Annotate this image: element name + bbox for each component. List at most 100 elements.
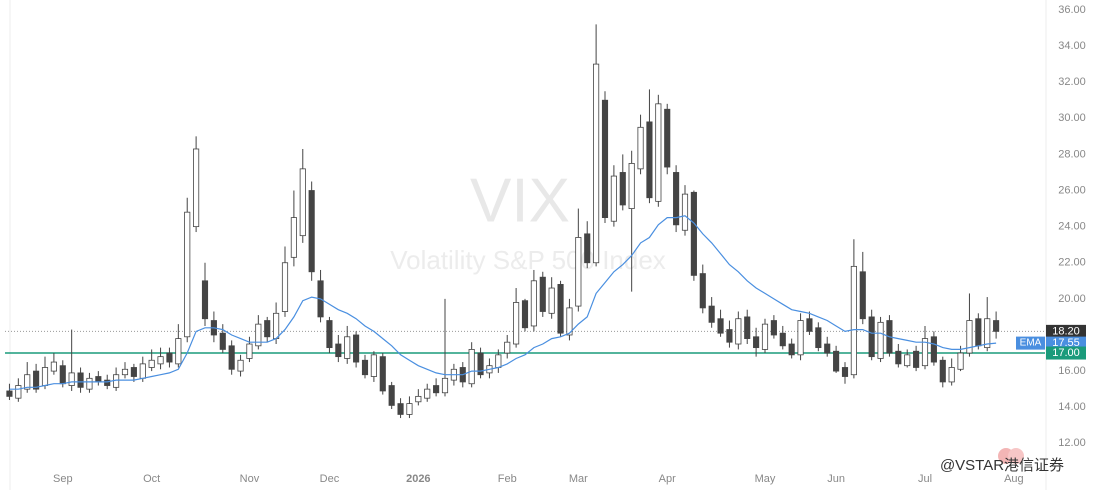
candle-body xyxy=(139,363,146,379)
candle-body xyxy=(157,356,164,365)
y-tick-label: 12.00 xyxy=(1058,437,1086,449)
x-tick-label: May xyxy=(755,473,776,485)
candle-body xyxy=(699,273,706,309)
candle-body xyxy=(966,320,973,354)
x-tick-label: Aug xyxy=(1004,473,1024,485)
ema-name-box xyxy=(1016,336,1045,350)
candle-body xyxy=(770,320,777,336)
candle-body xyxy=(735,318,742,345)
candle-body xyxy=(797,320,804,356)
candle-body xyxy=(441,377,449,394)
last-price-label: 18.20 xyxy=(1052,325,1080,337)
candle-body xyxy=(468,349,475,385)
candle-body xyxy=(299,168,306,237)
candle-body xyxy=(33,370,40,390)
candle-body xyxy=(121,368,129,376)
candle-body xyxy=(495,354,502,368)
candle-body xyxy=(246,343,253,359)
x-tick-label: Feb xyxy=(498,473,517,485)
candle-body xyxy=(95,376,102,383)
x-tick-label: Sep xyxy=(53,473,73,485)
candle-body xyxy=(806,318,813,332)
candle-body xyxy=(24,374,31,390)
candle-body xyxy=(957,352,964,370)
last-price-box xyxy=(1046,324,1086,338)
candle-body xyxy=(166,352,173,363)
candle-body xyxy=(895,350,902,365)
candle-body xyxy=(601,99,609,219)
candle-body xyxy=(993,320,1000,332)
x-tick-label: Mar xyxy=(569,473,588,485)
footer-watermark: @VSTAR港信证券 xyxy=(940,457,1064,474)
candle-body xyxy=(264,320,271,338)
logo-icon xyxy=(1008,448,1024,464)
candle-body xyxy=(273,312,280,339)
candle-body xyxy=(201,280,209,320)
candle-body xyxy=(539,276,546,312)
ema-line xyxy=(9,215,997,390)
candle-body xyxy=(761,323,769,350)
x-tick-label: Apr xyxy=(659,473,676,485)
candle-body xyxy=(708,305,715,323)
candle-body xyxy=(681,193,689,231)
candle-body xyxy=(513,302,520,345)
candle-body xyxy=(948,367,955,383)
candle-body xyxy=(726,329,733,343)
candle-body xyxy=(148,359,155,368)
candle-body xyxy=(575,237,582,307)
y-tick-label: 36.00 xyxy=(1058,4,1086,16)
y-tick-label: 24.00 xyxy=(1058,221,1086,233)
candle-body xyxy=(619,172,626,206)
candle-body xyxy=(308,190,315,273)
candle-body xyxy=(361,359,369,376)
candle-body xyxy=(59,365,66,385)
candle-body xyxy=(584,233,591,264)
candle-body xyxy=(477,352,484,376)
candle-body xyxy=(433,385,440,394)
candle-body xyxy=(824,343,831,354)
candle-body xyxy=(637,126,644,170)
y-tick-label: 32.00 xyxy=(1058,76,1086,88)
candle-body xyxy=(788,343,795,356)
candle-body xyxy=(184,211,191,338)
candle-body xyxy=(921,338,929,367)
level-label: 17.00 xyxy=(1052,347,1080,359)
candle-body xyxy=(86,377,93,390)
candle-body xyxy=(548,287,555,314)
candle-body xyxy=(290,217,297,258)
candle-body xyxy=(717,318,724,334)
candle-body xyxy=(326,320,333,349)
candle-body xyxy=(593,63,600,264)
candle-body xyxy=(628,163,635,209)
candle-body xyxy=(504,341,511,354)
y-tick-label: 22.00 xyxy=(1058,257,1086,269)
x-tick-label: Dec xyxy=(320,473,340,485)
level-box xyxy=(1046,346,1086,360)
candle-body xyxy=(930,336,937,363)
candle-body xyxy=(530,280,537,327)
candle-body xyxy=(859,271,866,320)
candle-body xyxy=(397,403,404,415)
candle-body xyxy=(690,191,697,276)
y-tick-label: 20.00 xyxy=(1058,293,1086,305)
y-tick-label: 34.00 xyxy=(1058,40,1086,52)
candle-body xyxy=(913,350,920,368)
candle-body xyxy=(753,336,760,349)
x-tick-label: Jun xyxy=(827,473,845,485)
candle-body xyxy=(877,321,884,359)
candle-body xyxy=(50,361,57,372)
candle-body xyxy=(193,148,200,228)
candle-body xyxy=(130,367,137,377)
y-tick-label: 16.00 xyxy=(1058,365,1086,377)
candle-body xyxy=(841,367,849,377)
ema-name: EMA xyxy=(1020,338,1042,349)
candle-body xyxy=(424,388,431,399)
y-tick-label: 26.00 xyxy=(1058,184,1086,196)
candle-body xyxy=(344,336,351,359)
candle-body xyxy=(255,323,262,347)
candle-body xyxy=(655,103,662,202)
candle-body xyxy=(77,372,84,388)
candle-body xyxy=(646,121,653,199)
candle-body xyxy=(833,350,840,372)
